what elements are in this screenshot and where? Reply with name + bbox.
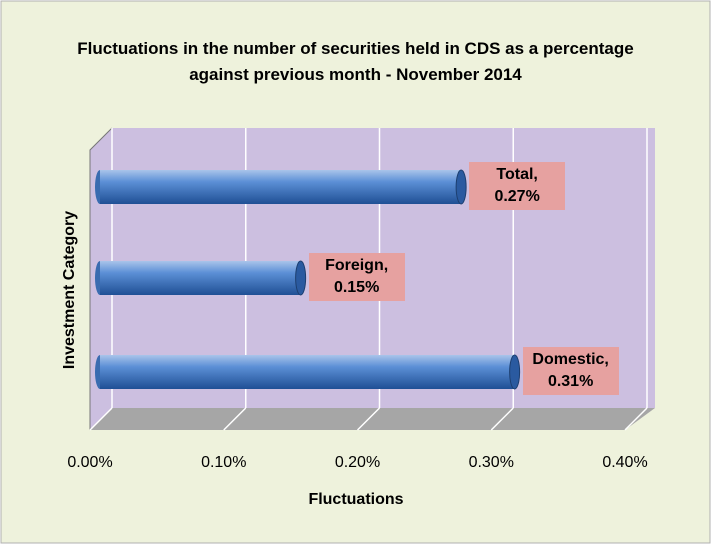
chart-title: Fluctuations in the number of securities… — [77, 39, 634, 84]
floor-grid-line — [356, 407, 381, 431]
x-axis-label: Fluctuations — [308, 491, 403, 508]
y-axis-label: Investment Category — [61, 211, 78, 369]
floor-grid-line — [624, 407, 648, 431]
x-tick-label: 0.20% — [335, 454, 380, 471]
x-tick-label: 0.00% — [67, 454, 112, 471]
x-tick-label: 0.30% — [469, 454, 514, 471]
floor — [90, 408, 655, 430]
floor-grid-line — [490, 407, 514, 431]
side-edge — [89, 127, 113, 430]
data-label: Total, 0.27% — [469, 162, 566, 210]
bar — [100, 355, 515, 389]
x-tick-label: 0.40% — [602, 454, 647, 471]
bar — [100, 170, 462, 204]
x-tick-label: 0.10% — [201, 454, 246, 471]
data-label: Domestic, 0.31% — [522, 347, 619, 395]
bar-cap-end — [295, 260, 307, 296]
bar-cap-end — [509, 354, 521, 390]
floor-grid-line — [223, 407, 247, 431]
bar — [100, 261, 301, 295]
floor-grid-line — [89, 407, 113, 431]
data-label: Foreign, 0.15% — [308, 253, 405, 301]
bar-cap-end — [455, 169, 467, 205]
